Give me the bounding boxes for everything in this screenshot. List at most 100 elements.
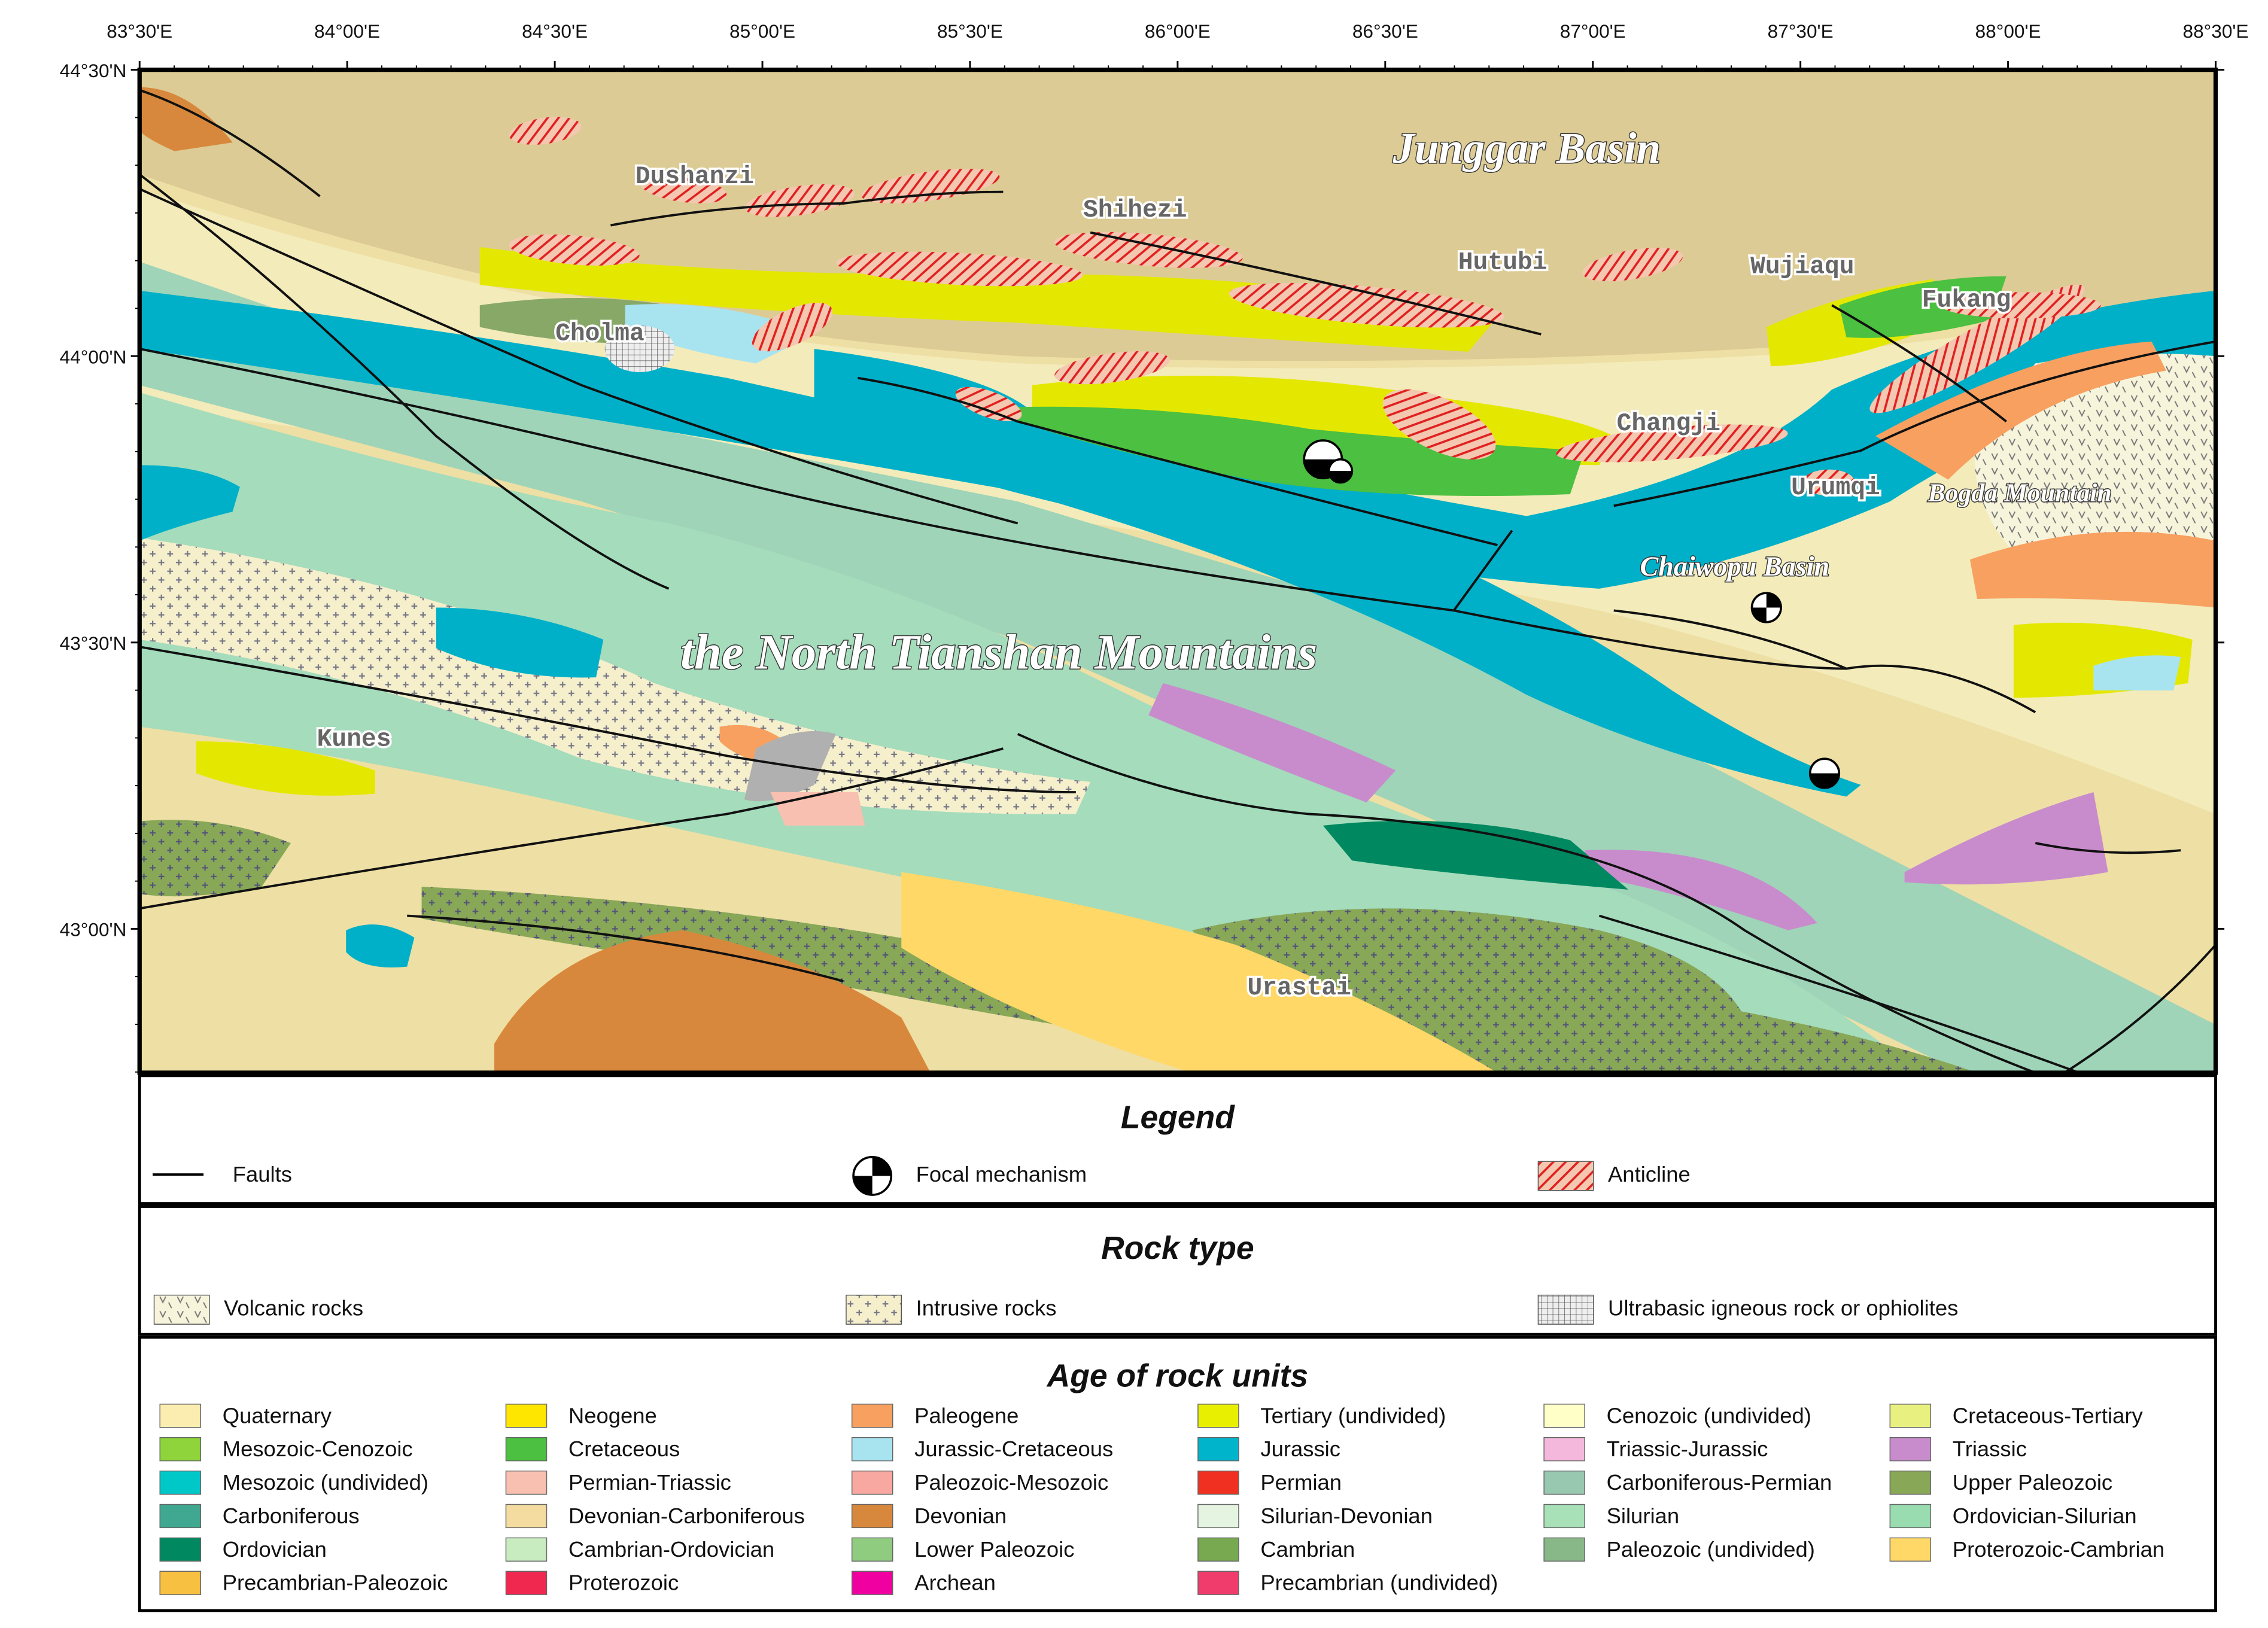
age-label: Cenozoic (undivided) <box>1607 1403 1811 1428</box>
fault <box>139 173 670 590</box>
x-tick-label: 86°00'E <box>1145 20 1211 42</box>
x-tick-label: 86°30'E <box>1352 20 1418 42</box>
x-tick-label: 87°00'E <box>1560 20 1626 42</box>
age-swatch <box>1889 1537 1932 1562</box>
place-label: Dushanzi <box>636 163 754 191</box>
legend-title: Legend <box>1121 1100 1235 1135</box>
anticline <box>640 174 727 203</box>
y-tick-label: 44°30'N <box>60 60 127 81</box>
triassic <box>1904 792 2108 885</box>
age-label: Silurian-Devonian <box>1260 1504 1433 1528</box>
age-label: Paleogene <box>914 1403 1019 1428</box>
age-swatch <box>505 1504 548 1529</box>
age-swatch <box>851 1404 893 1428</box>
rock-type-box <box>138 1205 2217 1336</box>
focal-mechanism <box>1750 592 1782 623</box>
place-label: Urastai <box>1247 975 1351 1002</box>
place-label: Shihezi <box>1083 197 1187 224</box>
fault <box>139 348 1847 670</box>
x-tick-label: 85°00'E <box>729 20 795 42</box>
anticline <box>1054 232 1243 268</box>
fault <box>1017 733 2036 1073</box>
age-label: Cretaceous-Tertiary <box>1953 1403 2144 1428</box>
anticline <box>955 387 1022 422</box>
age-label: Precambrian (undivided) <box>1260 1571 1498 1595</box>
anticline <box>1556 424 1788 462</box>
map: Dushanzi Shihezi Hutubi Wujiaqu Fukang Cholma… <box>139 69 2216 1073</box>
age-swatch <box>1543 1404 1585 1428</box>
tertiary <box>196 741 375 796</box>
fault <box>139 747 1004 910</box>
y-tick-label: 43°30'N <box>60 632 127 654</box>
age-label: Ordovician <box>223 1537 327 1562</box>
fault <box>1831 304 2007 423</box>
x-tick-label: 88°00'E <box>1975 20 2041 42</box>
age-swatch <box>1889 1404 1932 1428</box>
cretaceous <box>1017 406 1585 497</box>
age-swatch <box>1543 1470 1585 1495</box>
age-title: Age of rock units <box>1046 1359 1308 1394</box>
x-tick-label: 84°00'E <box>314 20 380 42</box>
age-swatch <box>851 1537 893 1562</box>
anticline <box>509 234 640 266</box>
age-label: Upper Paleozoic <box>1953 1470 2112 1495</box>
upper-paleozoic <box>139 820 291 897</box>
place-label: Changji <box>1617 410 1720 438</box>
ordovician-silurian <box>139 392 1919 1073</box>
age-swatch <box>1197 1504 1239 1529</box>
rock-type-title: Rock type <box>1101 1231 1254 1266</box>
x-tick-label: 88°30'E <box>2183 20 2249 42</box>
age-swatch <box>1197 1470 1239 1495</box>
place-label: Hutubi <box>1458 249 1548 276</box>
anticline <box>509 117 582 145</box>
rock-type-label: Intrusive rocks <box>916 1296 1057 1320</box>
jurassic <box>139 290 1861 797</box>
age-legend: Quaternary Neogene Paleogene Tertiary (undi… <box>159 1403 2164 1595</box>
age-label: Neogene <box>568 1403 657 1428</box>
anticline <box>1941 292 2101 319</box>
age-swatch <box>159 1504 202 1529</box>
faults <box>139 89 2216 1073</box>
fault <box>1090 231 1542 336</box>
place-label: Fukang <box>1922 287 2011 315</box>
age-swatch <box>1543 1537 1585 1562</box>
age-swatch <box>851 1571 893 1595</box>
anticline <box>1582 248 1683 282</box>
age-swatch <box>1197 1537 1239 1562</box>
anticline <box>1802 469 1856 496</box>
legend-label: Faults <box>233 1162 292 1186</box>
age-label: Triassic <box>1953 1437 2027 1461</box>
age-label: Proterozoic-Cambrian <box>1953 1537 2164 1562</box>
region-label: the North Tianshan Mountains <box>680 625 1317 680</box>
anticline <box>1382 389 1496 460</box>
ultrabasic-symbol <box>1537 1294 1594 1325</box>
age-label: Lower Paleozoic <box>914 1537 1074 1562</box>
age-swatch <box>1543 1504 1585 1529</box>
age-swatch <box>1197 1437 1239 1462</box>
upper-paleozoic <box>421 886 1978 1073</box>
jurassic-cretaceous <box>2093 655 2181 690</box>
age-swatch <box>159 1437 202 1462</box>
region-label: Chaiwopu Basin <box>1640 551 1829 582</box>
volcanic-symbol <box>153 1294 210 1325</box>
jurassic <box>346 924 415 967</box>
age-label: Quaternary <box>223 1403 332 1428</box>
age-swatch <box>505 1571 548 1595</box>
fault <box>610 190 1004 227</box>
age-box <box>138 1335 2217 1612</box>
fault <box>2035 842 2181 854</box>
age-label: Paleozoic (undivided) <box>1607 1537 1815 1562</box>
place-label: Kunes <box>317 726 391 753</box>
age-swatch <box>1889 1470 1932 1495</box>
y-tick-label: 44°00'N <box>60 346 127 367</box>
intrusive <box>139 537 1091 814</box>
rock-type-label: Ultrabasic igneous rock or ophiolites <box>1608 1296 1958 1320</box>
fault <box>858 376 1498 546</box>
age-swatch <box>505 1470 548 1495</box>
age-label: Mesozoic-Cenozoic <box>223 1437 413 1461</box>
focal-mechanism <box>1327 458 1354 484</box>
tertiary <box>479 247 1498 352</box>
fault <box>1613 340 2216 507</box>
